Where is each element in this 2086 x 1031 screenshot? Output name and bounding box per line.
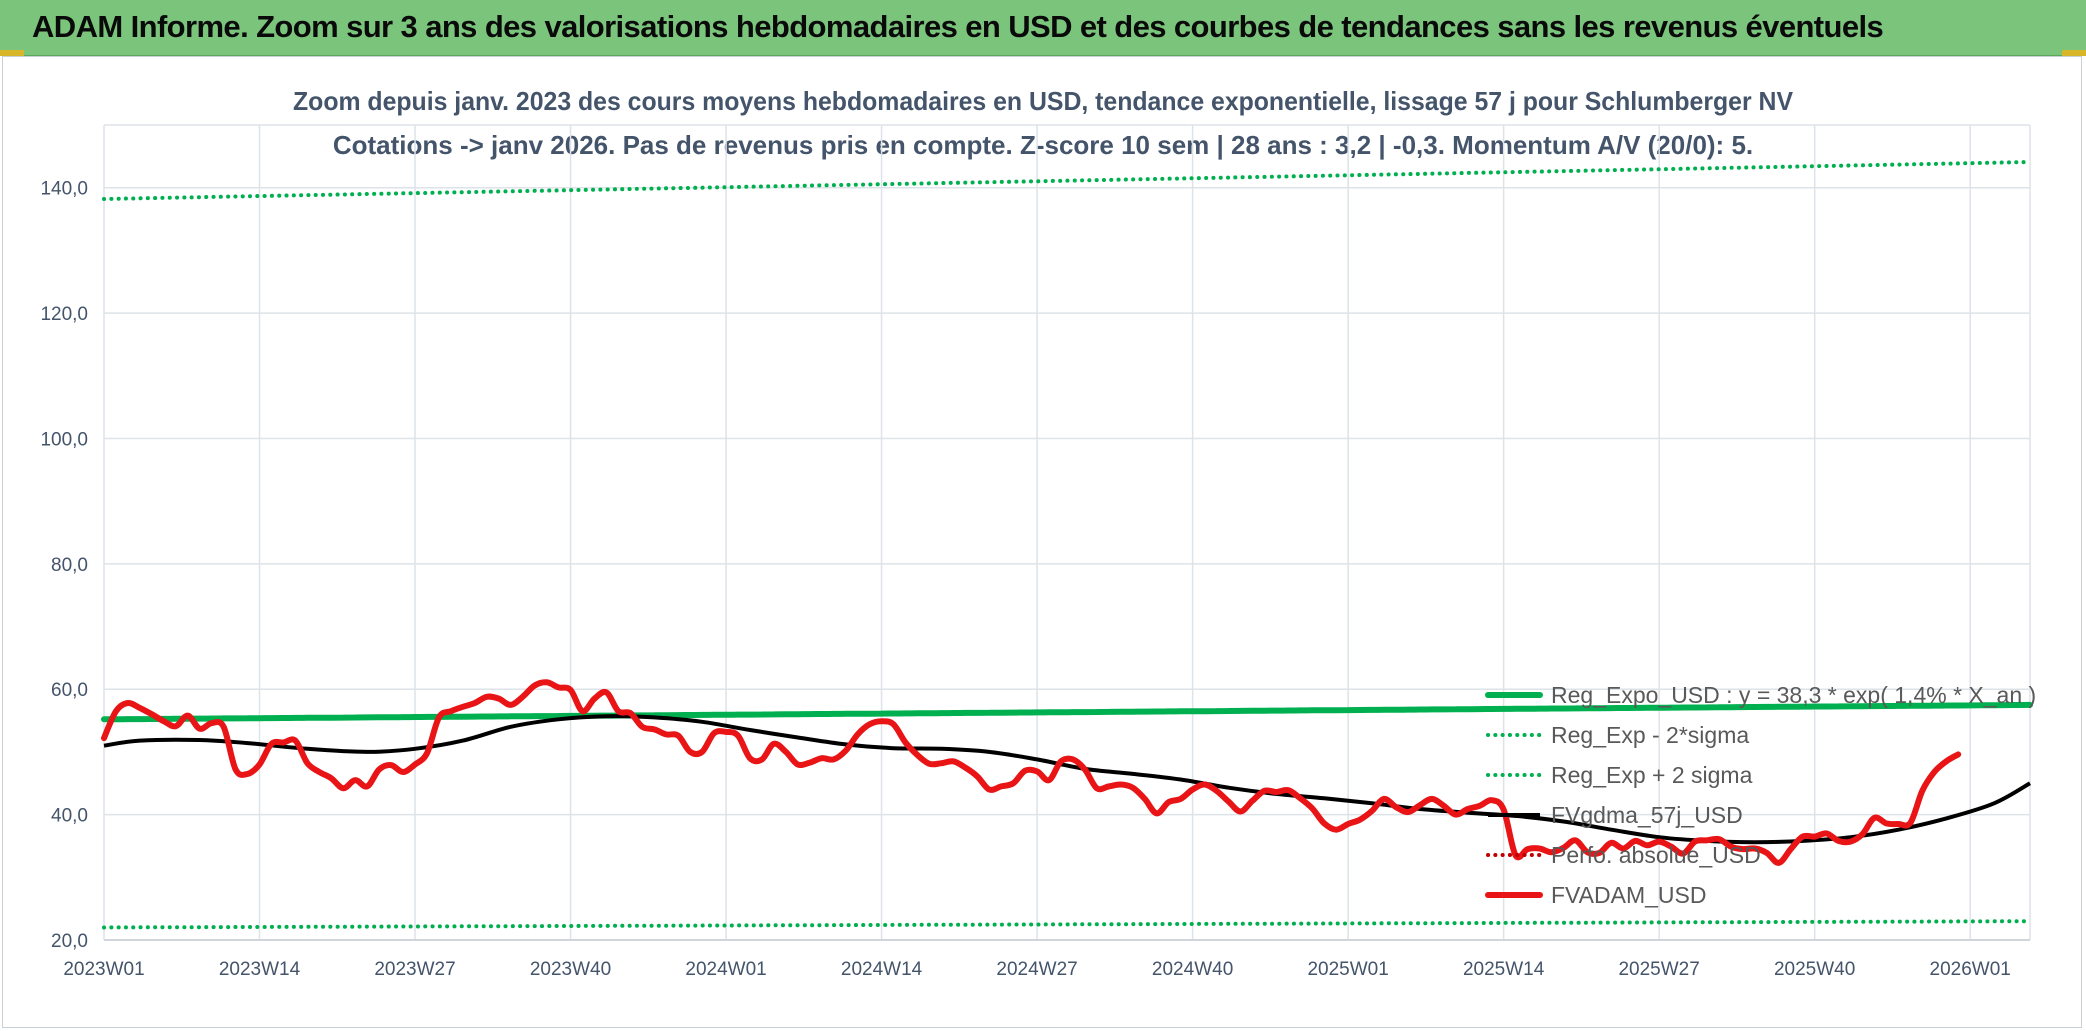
y-tick-label: 120,0 xyxy=(40,304,88,325)
y-tick-label: 40,0 xyxy=(51,806,88,827)
legend-label-fvgdma-57j-usd: FVgdma_57j_USD xyxy=(1551,802,1743,828)
x-tick-label: 2023W14 xyxy=(219,959,301,980)
x-tick-label: 2023W27 xyxy=(374,959,455,980)
series-line-reg-expo-usd-y-38-3-exp-1-4-x-an xyxy=(101,701,2033,723)
legend-label-reg-exp-2-sigma: Reg_Exp - 2*sigma xyxy=(1551,722,1749,748)
report-banner: ADAM Informe. Zoom sur 3 ans des valoris… xyxy=(0,0,2086,56)
x-tick-label: 2024W27 xyxy=(996,959,1077,980)
grid xyxy=(103,124,2031,941)
legend-label-fvadam-usd: FVADAM_USD xyxy=(1551,882,1707,908)
banner-corner-accent-left xyxy=(0,50,24,56)
chart-title: Zoom depuis janv. 2023 des cours moyens … xyxy=(293,86,1794,116)
legend: Reg_Expo_USD : y = 38,3 * exp( 1,4% * X_… xyxy=(1485,682,2036,908)
y-tick-label: 140,0 xyxy=(40,179,88,200)
series-layer xyxy=(101,160,2033,930)
x-tick-label: 2025W01 xyxy=(1307,959,1388,980)
y-tick-label: 80,0 xyxy=(51,555,88,576)
y-tick-label: 20,0 xyxy=(51,931,88,952)
series-line-fvadam-usd xyxy=(101,679,1962,866)
x-tick-label: 2024W14 xyxy=(841,959,923,980)
y-tick-label: 60,0 xyxy=(51,680,88,701)
legend-label-reg-expo-usd-y-38-3-exp-1-4-x-an: Reg_Expo_USD : y = 38,3 * exp( 1,4% * X_… xyxy=(1551,682,2036,708)
x-tick-label: 2025W14 xyxy=(1463,959,1545,980)
x-tick-label: 2024W40 xyxy=(1152,959,1233,980)
x-tick-label: 2023W40 xyxy=(530,959,611,980)
y-tick-label: 100,0 xyxy=(40,429,88,450)
banner-corner-accent-right xyxy=(2062,50,2086,56)
x-tick-label: 2023W01 xyxy=(63,959,144,980)
series-line-reg-exp-2-sigma xyxy=(102,160,2032,201)
chart-subtitle: Cotations -> janv 2026. Pas de revenus p… xyxy=(333,130,1753,160)
x-tick-label: 2025W27 xyxy=(1618,959,1699,980)
x-tick-label: 2025W40 xyxy=(1774,959,1855,980)
chart-frame xyxy=(2,56,2082,1028)
legend-label-reg-exp-2-sigma: Reg_Exp + 2 sigma xyxy=(1551,762,1753,788)
report-title: ADAM Informe. Zoom sur 3 ans des valoris… xyxy=(32,9,1884,44)
x-tick-label: 2024W01 xyxy=(685,959,766,980)
legend-label-perfo-absolue-usd: Perfo. absolue_USD xyxy=(1551,842,1761,868)
axes: 20,0 40,0 60,0 80,0 100,0 120,0 140,0 2023W01 20… xyxy=(40,179,2030,980)
series-line-reg-exp-2-sigma xyxy=(102,919,2032,930)
x-tick-label: 2026W01 xyxy=(1930,959,2011,980)
